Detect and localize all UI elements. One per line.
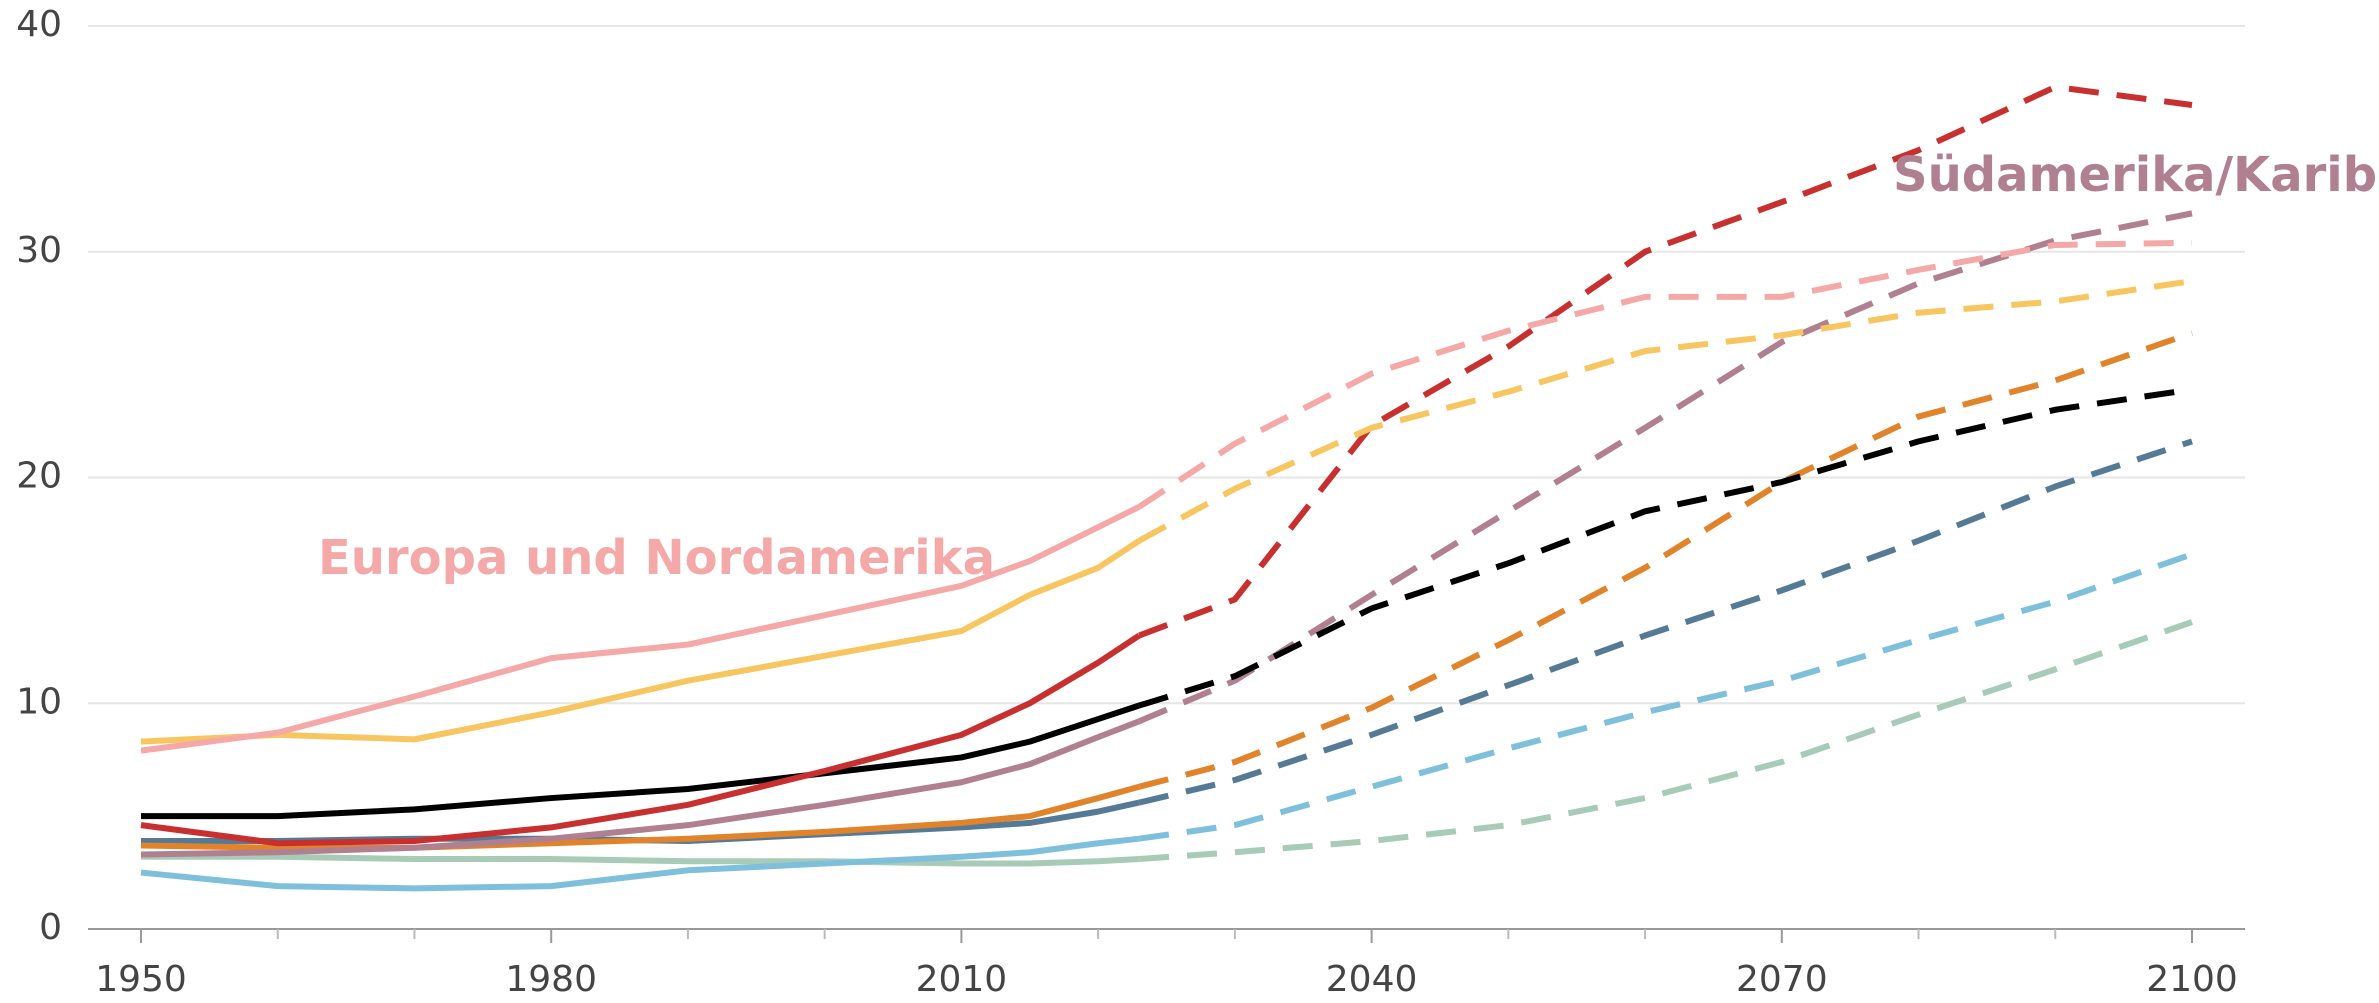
x-tick-label: 1980 bbox=[505, 959, 597, 1000]
series-label: Europa und Nordamerika bbox=[318, 530, 995, 586]
observed-line bbox=[140, 504, 1141, 754]
y-tick-label: 0 bbox=[39, 907, 62, 948]
projected-line bbox=[1138, 438, 2193, 806]
observed-line bbox=[141, 702, 1141, 820]
projected-line bbox=[1137, 278, 2193, 544]
observed-line bbox=[140, 538, 1141, 745]
projected-line bbox=[1137, 239, 2193, 510]
projected-line bbox=[1138, 386, 2193, 709]
observed-line bbox=[140, 835, 1140, 892]
y-tick-label: 10 bbox=[16, 681, 62, 722]
projected-line bbox=[1138, 619, 2193, 863]
y-tick-label: 30 bbox=[16, 230, 62, 271]
y-tick-label: 40 bbox=[16, 4, 62, 45]
x-tick-label: 1950 bbox=[95, 959, 187, 1000]
observed-line bbox=[140, 718, 1141, 858]
series-label: Südamerika/Karibik bbox=[1893, 147, 2379, 203]
projected-line bbox=[1138, 551, 2193, 842]
x-tick-label: 2010 bbox=[916, 959, 1008, 1000]
y-tick-label: 20 bbox=[16, 456, 62, 497]
observed-line bbox=[140, 633, 1141, 847]
projected-line bbox=[1138, 83, 2193, 639]
x-tick-label: 2040 bbox=[1326, 959, 1418, 1000]
projected-line bbox=[1138, 330, 2193, 790]
x-tick-label: 2100 bbox=[2146, 959, 2238, 1000]
x-tick-label: 2070 bbox=[1736, 959, 1828, 1000]
observed-line bbox=[141, 853, 1140, 867]
